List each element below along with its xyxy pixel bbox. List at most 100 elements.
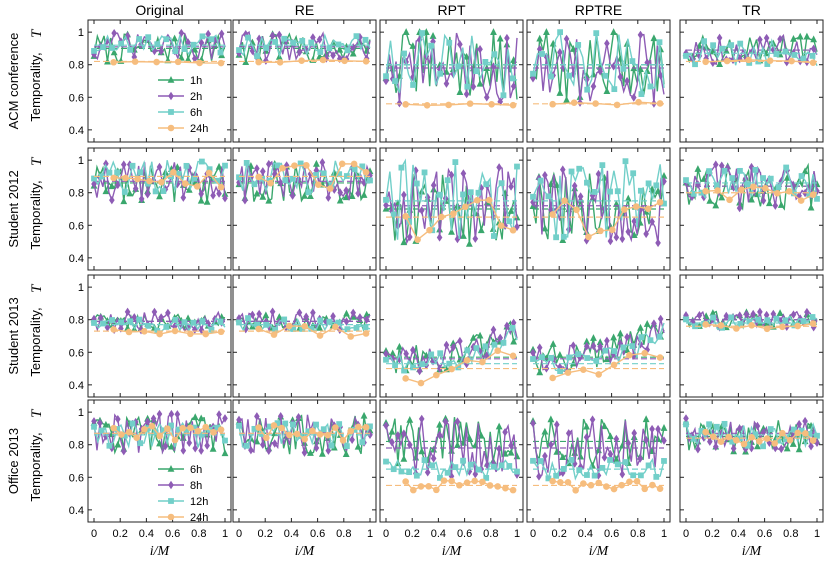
data-point	[506, 463, 513, 469]
data-point	[267, 179, 274, 187]
data-point	[604, 336, 610, 346]
series-line	[385, 320, 518, 372]
data-point	[320, 170, 327, 177]
data-point	[782, 317, 789, 324]
data-point	[709, 47, 717, 55]
data-point	[437, 70, 444, 77]
data-point	[701, 433, 707, 442]
data-point	[641, 485, 649, 493]
data-point	[175, 426, 182, 433]
data-point	[183, 162, 190, 169]
data-point	[104, 323, 111, 332]
series	[383, 457, 520, 481]
row-label-group: Office 2013	[6, 428, 21, 494]
data-point	[457, 336, 463, 346]
data-point	[802, 416, 808, 426]
data-point	[701, 192, 707, 202]
data-point	[710, 433, 717, 440]
data-point	[362, 330, 370, 337]
series-line	[532, 318, 665, 373]
data-point	[310, 308, 316, 317]
data-point	[760, 175, 766, 181]
data-point	[795, 445, 803, 453]
data-point	[656, 39, 663, 46]
data-point	[757, 307, 763, 317]
data-point	[185, 38, 191, 47]
data-point	[599, 464, 606, 471]
x-tick-label: 0.8	[336, 528, 351, 540]
data-point	[764, 61, 771, 67]
data-point	[654, 435, 662, 442]
data-point	[388, 427, 396, 435]
data-point	[168, 422, 174, 429]
series-line	[405, 102, 514, 106]
data-point	[637, 472, 644, 479]
data-point	[109, 195, 115, 205]
data-point	[296, 47, 303, 57]
data-point	[788, 57, 795, 65]
data-point	[360, 411, 368, 419]
data-point	[729, 175, 736, 181]
data-point	[144, 190, 151, 199]
data-point	[591, 472, 598, 479]
data-point	[496, 163, 502, 172]
data-point	[137, 440, 144, 447]
data-point	[783, 444, 791, 452]
data-point	[775, 184, 782, 190]
data-point	[168, 442, 175, 450]
column-title: Original	[135, 2, 183, 18]
data-point	[786, 436, 794, 444]
data-point	[463, 357, 471, 364]
data-point	[255, 173, 262, 181]
x-tick-label: 0.6	[757, 528, 772, 540]
data-point	[590, 341, 597, 351]
series-line	[113, 60, 222, 64]
data-point	[428, 351, 435, 358]
data-point	[543, 28, 550, 35]
data-point	[108, 182, 116, 190]
data-point	[301, 323, 308, 330]
panel	[679, 147, 824, 271]
data-point	[530, 74, 536, 83]
data-point	[783, 173, 791, 181]
data-point	[530, 70, 536, 77]
data-point	[297, 160, 304, 167]
data-point	[557, 48, 563, 57]
data-point	[612, 455, 620, 463]
data-point	[303, 162, 310, 169]
panel	[87, 19, 232, 143]
data-point	[190, 41, 197, 48]
data-point	[661, 177, 667, 186]
data-point	[421, 169, 428, 176]
data-point	[767, 175, 774, 182]
data-point	[509, 226, 517, 234]
data-point	[160, 188, 167, 194]
data-point	[653, 182, 660, 189]
x-tick-label: 1	[514, 528, 520, 540]
series-line	[532, 30, 665, 95]
data-point	[316, 332, 324, 339]
data-point	[125, 428, 133, 436]
data-point	[204, 441, 210, 450]
row-label: Student 2013	[6, 297, 21, 374]
data-point	[255, 424, 262, 431]
data-point	[683, 311, 689, 320]
data-point	[571, 181, 578, 191]
data-point	[350, 308, 357, 318]
series-line	[385, 158, 518, 240]
series-line	[552, 199, 661, 238]
data-point	[597, 227, 604, 235]
data-point	[313, 421, 319, 428]
y-axis-label-group: Temporality, T	[28, 408, 45, 502]
x-tick-label: 0.2	[705, 528, 720, 540]
data-point	[609, 226, 616, 234]
data-point	[514, 163, 520, 170]
data-point	[355, 423, 362, 431]
data-point	[806, 192, 813, 198]
data-point	[402, 101, 409, 108]
data-point	[767, 426, 774, 432]
data-point	[91, 179, 97, 189]
data-point	[360, 191, 368, 198]
data-point	[436, 420, 443, 428]
data-point	[631, 428, 638, 438]
